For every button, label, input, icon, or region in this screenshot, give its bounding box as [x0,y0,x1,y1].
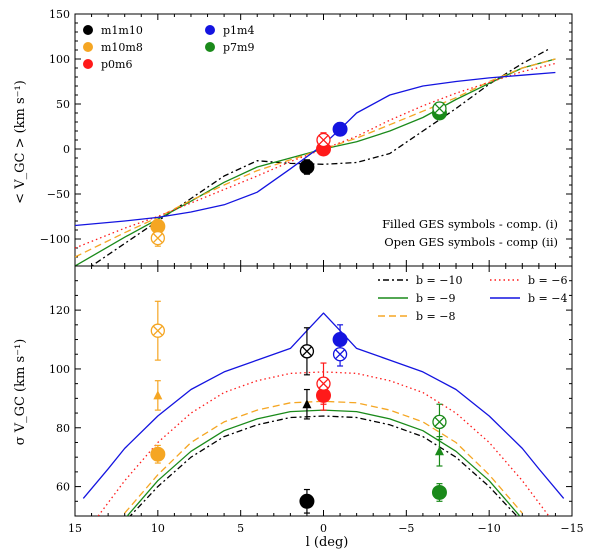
data-point [332,332,348,348]
annotation-open: Open GES symbols - comp (ii) [384,235,558,249]
x-axis-label: l (deg) [306,535,349,550]
legend-label: b = −6 [528,274,567,287]
x-tick-label: 10 [151,522,165,535]
series-line [124,400,523,514]
series-line [129,415,518,516]
data-point [299,159,315,175]
curves [75,47,556,266]
x-tick-label: 5 [237,522,244,535]
data-point-cross [152,325,163,336]
bottom-panel: 15 10 5 0 −5 −10 −15 60 80 100 120 b = −10 b = −6 b =… [49,265,584,535]
data-point-triangle [434,446,444,456]
y-tick-label: −50 [47,188,70,201]
series-line [82,312,565,499]
x-tick-label: 15 [68,522,82,535]
x-tick-label: −15 [560,522,583,535]
data-point [150,446,166,462]
data-point-cross [318,134,329,146]
data-point [431,484,447,500]
y-tick-label: 0 [63,143,70,156]
y-tick-label: 150 [49,8,70,21]
legend-label: b = −10 [416,274,462,287]
y-tick-label: 100 [49,363,70,376]
data-point [150,218,166,234]
y-tick-label: 80 [56,422,70,435]
legend-label: m1m10 [101,24,143,37]
curves [82,300,565,516]
data-point-cross [434,103,445,114]
data-point-cross [434,416,445,427]
legend-label: p0m6 [101,58,132,71]
legend-label: p7m9 [223,41,254,54]
annotation-filled: Filled GES symbols - comp. (i) [382,217,558,231]
legend-label: b = −9 [416,292,455,305]
legend-label: b = −4 [528,292,567,305]
legend-marker [83,42,93,52]
legend-marker [205,42,215,52]
data-point-cross [318,378,329,389]
y-tick-label: −100 [40,233,70,246]
legend-label: p1m4 [223,24,254,37]
x-tick-label: 0 [320,522,327,535]
x-tick-label: −10 [478,522,501,535]
data-point-triangle [153,390,163,400]
data-point-triangle [302,399,312,409]
legend-marker [205,25,215,35]
data-point-cross [301,346,312,357]
data-point-cross [152,233,163,244]
series-line [75,58,556,258]
y-tick-label: 50 [56,98,70,111]
y-tick-label: 60 [56,481,70,494]
data-point [299,493,315,509]
series-line [126,409,521,516]
legend-marker [83,59,93,69]
y-tick-label: 120 [49,304,70,317]
x-tick-label: −5 [398,522,414,535]
bottom-y-axis-label: σ V_GC (km s⁻¹) [13,339,28,446]
data-point [332,121,348,137]
series-line [75,71,556,227]
y-tick-label: 100 [49,53,70,66]
legend-label: b = −8 [416,310,455,323]
data-point-cross [335,349,346,360]
top-y-axis-label: < V_GC > (km s⁻¹) [13,80,28,204]
top-panel: 150 100 50 0 −50 −100 m1m10 m10m8 p0m6 p1m4 p7m9 [40,8,573,267]
legend-marker [83,25,93,35]
legend-label: m10m8 [101,41,143,54]
